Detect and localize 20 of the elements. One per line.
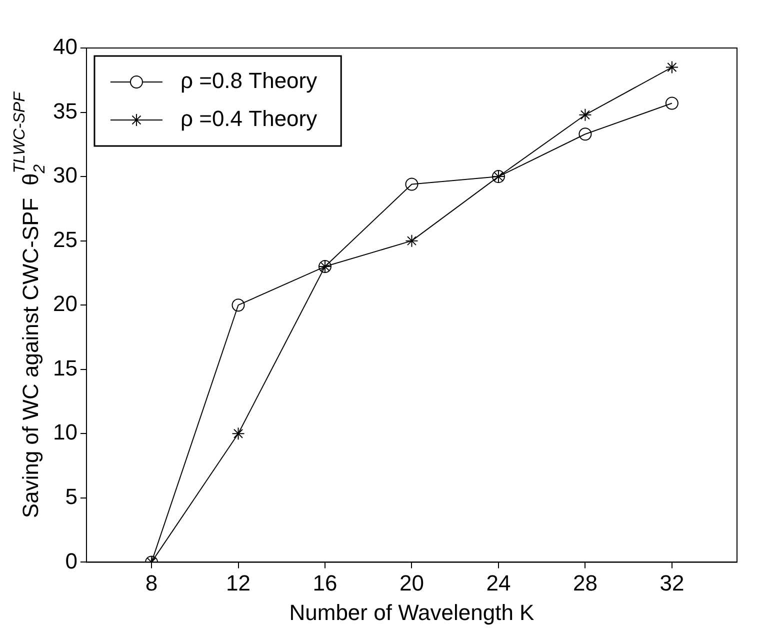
x-tick-label: 24 bbox=[486, 570, 511, 596]
legend-label: ρ =0.4 Theory bbox=[180, 106, 318, 132]
y-tick-label: 5 bbox=[65, 484, 78, 509]
y-tick-label: 35 bbox=[52, 98, 78, 124]
x-tick-label: 12 bbox=[226, 570, 251, 596]
x-tick-label: 8 bbox=[145, 570, 158, 596]
y-tick-label: 15 bbox=[52, 355, 78, 380]
y-tick-label: 30 bbox=[52, 162, 78, 188]
y-tick-label: 10 bbox=[52, 420, 78, 445]
x-tick-label: 32 bbox=[660, 570, 684, 596]
y-tick-label: 25 bbox=[52, 226, 78, 252]
y-tick-label: 40 bbox=[52, 34, 78, 60]
x-tick-label: 16 bbox=[312, 570, 338, 596]
y-axis-title: Saving of WC against CWC-SPF θ2TLWC-SPF bbox=[11, 90, 48, 518]
y-tick-label: 20 bbox=[52, 291, 78, 316]
x-tick-label: 20 bbox=[399, 570, 424, 596]
x-tick-label: 28 bbox=[572, 570, 598, 596]
x-axis-title: Number of Wavelength K bbox=[289, 600, 535, 625]
legend-label: ρ =0.8 Theory bbox=[180, 68, 318, 94]
y-tick-label: 0 bbox=[65, 548, 78, 574]
